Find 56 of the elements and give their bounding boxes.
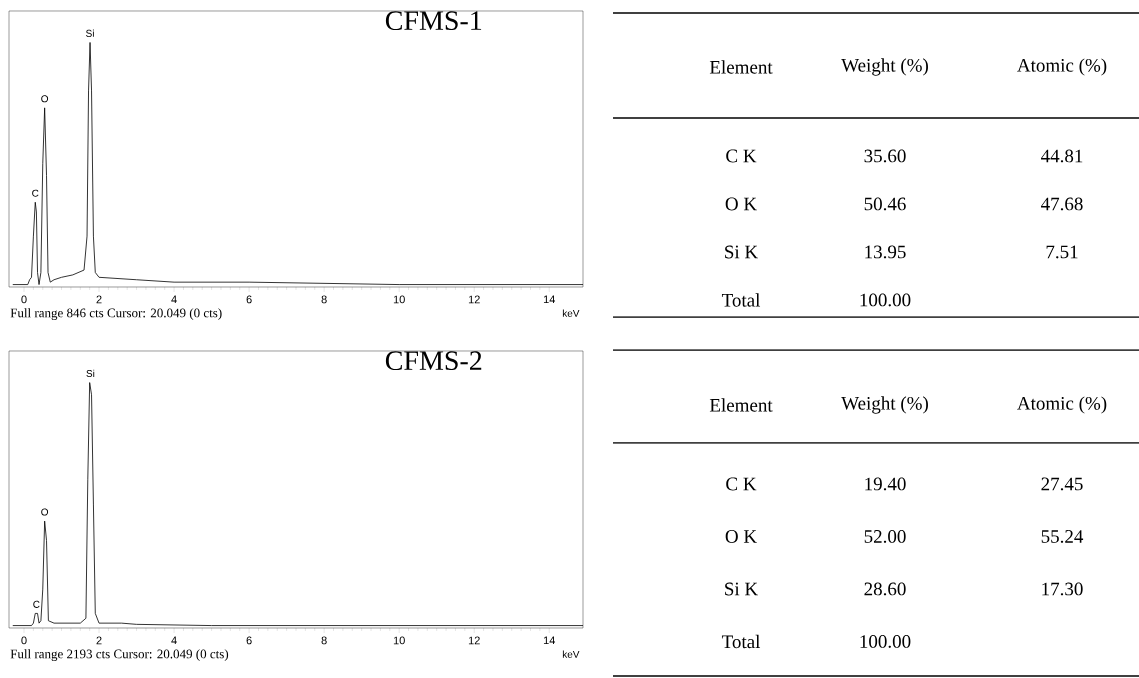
- x-tick-label: 2: [96, 636, 102, 645]
- x-axis-title: keV: [562, 650, 580, 658]
- text: 17.30: [1042, 582, 1083, 596]
- category-label: Atomic (%): [1017, 396, 1107, 414]
- category-label: C K: [726, 149, 757, 163]
- annotation: O: [41, 508, 49, 516]
- x-axis-title: keV: [562, 309, 580, 317]
- category-label: O K: [725, 530, 757, 543]
- annotation: C: [32, 189, 39, 197]
- text: 35.60: [864, 149, 906, 163]
- text: Full range 846 cts Cursor: 20.049 (0 cts): [10, 308, 222, 321]
- category-label: Total: [721, 293, 761, 307]
- category-label: Si K: [725, 245, 758, 259]
- x-tick-label: 4: [171, 636, 177, 645]
- x-tick-label: 4: [171, 295, 177, 304]
- text: 7.51: [1046, 245, 1078, 259]
- text: 52.00: [864, 530, 906, 543]
- category-label: Total: [721, 634, 761, 649]
- category-label: Si K: [725, 582, 758, 596]
- text: Full range 2193 cts Cursor: 20.049 (0 cts): [10, 649, 229, 662]
- text: 100.00: [860, 293, 911, 307]
- text: 47.68: [1041, 197, 1083, 211]
- x-tick-label: 12: [468, 636, 480, 645]
- x-tick-label: 6: [246, 636, 252, 645]
- annotation: C: [33, 600, 40, 608]
- x-tick-label: 14: [543, 636, 556, 645]
- x-tick-label: 0: [21, 295, 27, 304]
- category-label: Element: [709, 60, 773, 74]
- annotation: Si: [86, 369, 95, 378]
- x-tick-label: 6: [246, 295, 252, 304]
- chart-title: CFMS-1: [385, 11, 482, 31]
- category-label: Atomic (%): [1017, 58, 1107, 76]
- category-label: Weight (%): [841, 58, 928, 76]
- text: 27.45: [1041, 477, 1083, 491]
- x-tick-label: 2: [96, 295, 102, 304]
- x-tick-label: 0: [21, 636, 27, 645]
- text: 28.60: [864, 582, 906, 596]
- annotation: O: [41, 95, 49, 103]
- text: 13.95: [865, 245, 906, 259]
- annotation: Si: [86, 29, 94, 37]
- x-tick-label: 12: [468, 295, 480, 304]
- text: 50.46: [864, 197, 906, 211]
- x-tick-label: 8: [321, 636, 327, 645]
- text: 19.40: [865, 477, 906, 491]
- category-label: O K: [725, 197, 757, 211]
- category-label: Element: [709, 398, 773, 412]
- x-tick-label: 8: [321, 295, 327, 304]
- category-label: C K: [726, 477, 757, 491]
- text: 100.00: [860, 635, 911, 648]
- text: 55.24: [1041, 530, 1084, 543]
- x-tick-label: 10: [393, 636, 405, 645]
- chart-title: CFMS-2: [385, 351, 482, 371]
- category-label: Weight (%): [841, 396, 928, 414]
- x-tick-label: 10: [393, 295, 405, 304]
- text: 44.81: [1041, 149, 1083, 163]
- x-tick-label: 14: [543, 295, 556, 304]
